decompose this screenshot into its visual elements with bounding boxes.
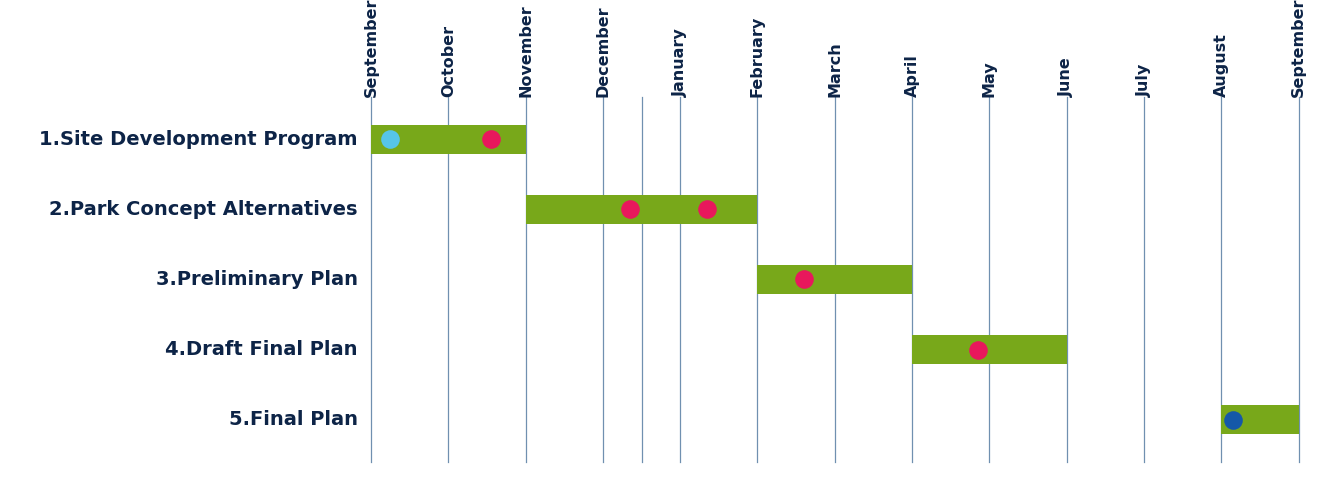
Text: November: November — [518, 4, 533, 97]
Point — [967, 346, 988, 353]
FancyBboxPatch shape — [758, 265, 912, 294]
Text: April: April — [905, 54, 920, 97]
Text: May: May — [982, 61, 996, 97]
Text: 3.Preliminary Plan: 3.Preliminary Plan — [156, 270, 358, 289]
Point — [380, 136, 401, 143]
Point — [794, 276, 815, 283]
Text: September: September — [1291, 0, 1306, 97]
Point — [697, 206, 718, 213]
Text: August: August — [1214, 34, 1228, 97]
Point — [1222, 416, 1243, 423]
Text: October: October — [441, 25, 456, 97]
FancyBboxPatch shape — [526, 194, 758, 224]
FancyBboxPatch shape — [371, 124, 526, 154]
Text: December: December — [595, 5, 611, 97]
Point — [619, 206, 640, 213]
Text: 2.Park Concept Alternatives: 2.Park Concept Alternatives — [49, 200, 358, 219]
Text: February: February — [750, 16, 765, 97]
Text: June: June — [1059, 57, 1075, 97]
FancyBboxPatch shape — [1222, 405, 1298, 434]
Text: September: September — [363, 0, 379, 97]
Text: January: January — [673, 29, 688, 97]
Point — [480, 136, 501, 143]
FancyBboxPatch shape — [912, 335, 1067, 364]
Text: March: March — [827, 41, 843, 97]
Text: July: July — [1137, 64, 1151, 97]
Text: 1.Site Development Program: 1.Site Development Program — [40, 130, 358, 149]
Text: 5.Final Plan: 5.Final Plan — [229, 410, 358, 429]
Text: 4.Draft Final Plan: 4.Draft Final Plan — [166, 340, 358, 359]
